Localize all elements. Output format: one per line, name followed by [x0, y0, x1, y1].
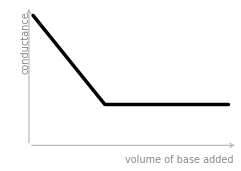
Text: volume of base added: volume of base added — [125, 155, 234, 165]
Text: conductance: conductance — [21, 11, 31, 74]
